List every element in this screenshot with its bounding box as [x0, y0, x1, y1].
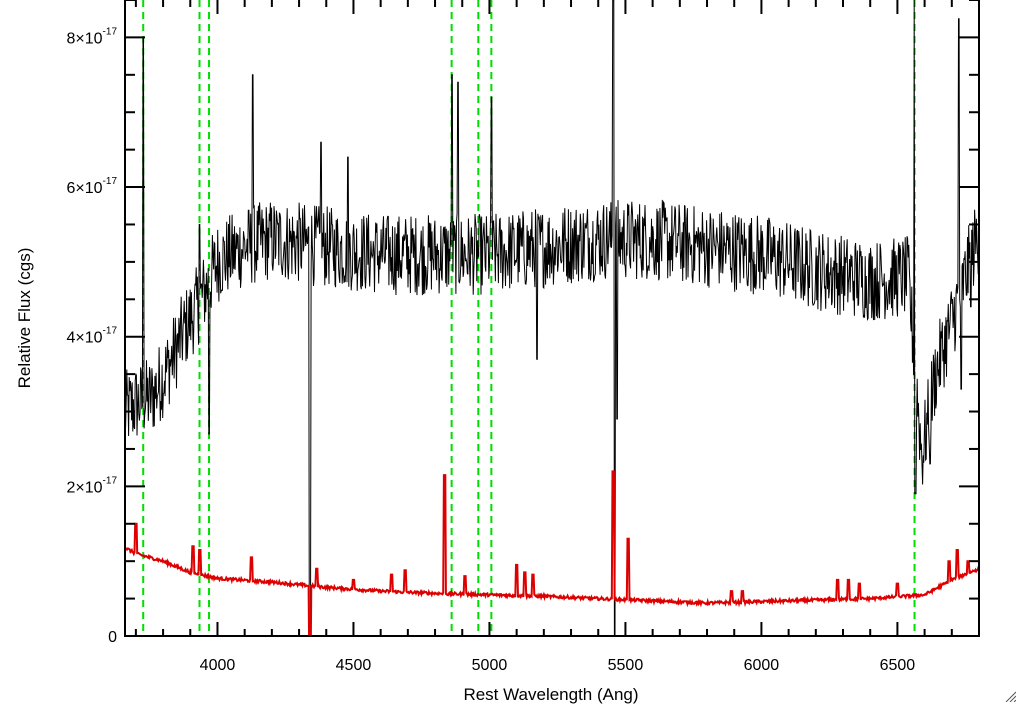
resize-grip-icon[interactable] — [1004, 690, 1016, 702]
y-tick-exponent: -17 — [103, 475, 118, 486]
error-spectrum-line — [125, 470, 979, 636]
y-tick-label: 0 — [108, 629, 117, 646]
x-tick-label: 5000 — [472, 657, 508, 674]
axis-ticks — [125, 0, 980, 637]
y-tick-mantissa: 0 — [108, 629, 117, 646]
x-axis-label: Rest Wavelength (Ang) — [463, 685, 638, 704]
y-tick-label: 6×10-17 — [67, 176, 118, 197]
observed-spectrum-line — [125, 0, 979, 636]
x-tick-label: 5500 — [608, 657, 644, 674]
y-tick-mantissa: 4×10 — [67, 330, 103, 347]
y-tick-exponent: -17 — [103, 176, 118, 187]
y-tick-exponent: -17 — [103, 26, 118, 37]
x-tick-label: 6000 — [744, 657, 780, 674]
x-tick-label: 6500 — [880, 657, 916, 674]
y-tick-label: 8×10-17 — [67, 26, 118, 47]
series-layer — [125, 0, 979, 636]
plot-frame — [124, 0, 980, 637]
y-tick-label: 2×10-17 — [67, 475, 118, 496]
y-tick-exponent: -17 — [103, 326, 118, 337]
x-tick-label: 4500 — [336, 657, 372, 674]
x-tick-label: 4000 — [200, 657, 236, 674]
y-tick-labels: 02×10-174×10-176×10-178×10-17 — [67, 26, 118, 646]
reference-lines — [142, 0, 916, 636]
y-tick-mantissa: 2×10 — [67, 479, 103, 496]
y-tick-label: 4×10-17 — [67, 326, 118, 347]
y-tick-mantissa: 8×10 — [67, 30, 103, 47]
x-tick-labels: 4000 4500 5000 5500 6000 6500 — [200, 657, 916, 674]
y-tick-mantissa: 6×10 — [67, 180, 103, 197]
y-axis-label: Relative Flux (cgs) — [15, 248, 34, 389]
